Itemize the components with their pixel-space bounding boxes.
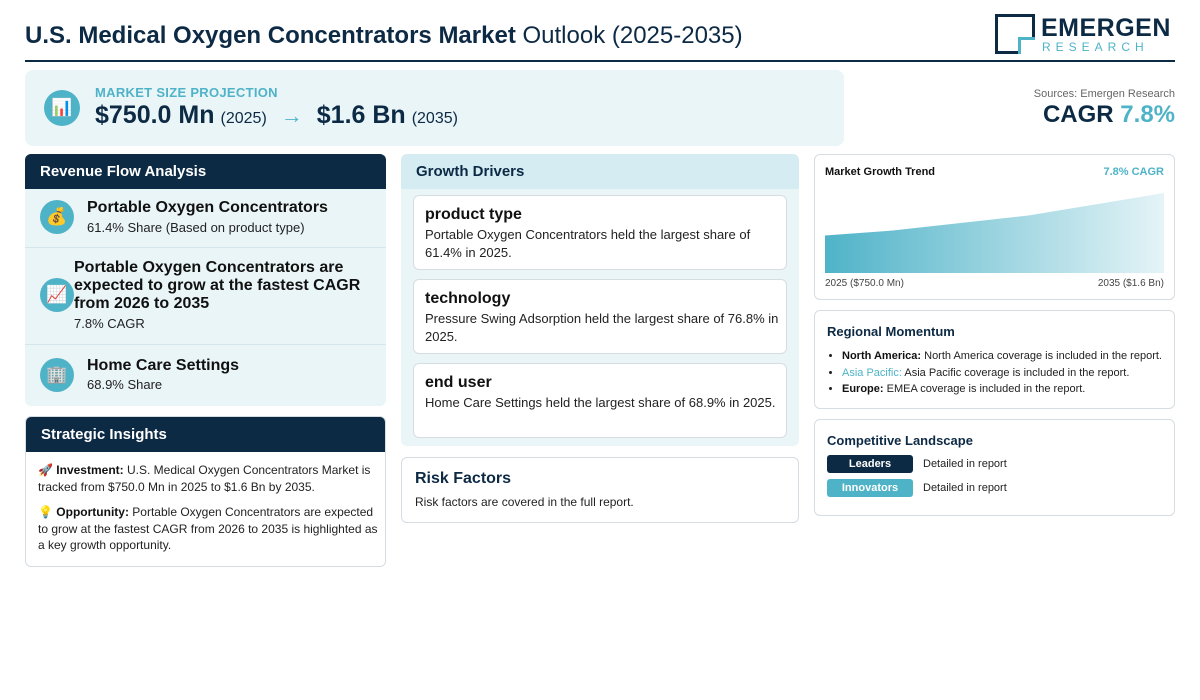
chart-start-label: 2025 ($750.0 Mn) — [825, 278, 904, 289]
insight-item: 💡 Opportunity: Portable Oxygen Concentra… — [38, 504, 378, 554]
regional-list: North America: North America coverage is… — [842, 348, 1172, 398]
revenue-item: 📈 Portable Oxygen Concentrators are expe… — [25, 248, 386, 345]
driver-card: technology Pressure Swing Adsorption hel… — [413, 279, 787, 354]
growth-drivers-title: Growth Drivers — [401, 154, 799, 189]
driver-text: Home Care Settings held the largest shar… — [425, 395, 776, 410]
innovators-text: Detailed in report — [923, 482, 1007, 494]
rocket-icon: 🚀 — [38, 463, 53, 477]
market-growth-trend-card: Market Growth Trend 7.8% CAGR 2025 ($750… — [814, 154, 1175, 300]
cagr-value: 7.8% — [1120, 101, 1175, 128]
region-name: Asia Pacific: — [842, 366, 902, 379]
driver-title: product type — [425, 206, 522, 223]
leaders-text: Detailed in report — [923, 458, 1007, 470]
chart-title: Market Growth Trend — [825, 166, 936, 178]
page-header: U.S. Medical Oxygen Concentrators Market… — [25, 12, 1175, 62]
chart-cagr-annotation: 7.8% CAGR — [1103, 166, 1164, 178]
risk-factors-text: Risk factors are covered in the full rep… — [415, 495, 634, 509]
cagr-label: CAGR — [1042, 101, 1114, 128]
revenue-item: 💰 Portable Oxygen Concentrators 61.4% Sh… — [25, 188, 386, 248]
insight-label: Opportunity: — [56, 505, 129, 519]
arrow-right-icon: → — [280, 103, 303, 128]
driver-title: end user — [425, 374, 492, 391]
strategic-insights-title: Strategic Insights — [26, 417, 385, 452]
revenue-flow-title: Revenue Flow Analysis — [25, 154, 386, 189]
revenue-item-title: Home Care Settings — [87, 357, 240, 374]
driver-text: Pressure Swing Adsorption held the large… — [425, 311, 779, 344]
region-text: Asia Pacific coverage is included in the… — [904, 366, 1130, 379]
revenue-item: 🏢 Home Care Settings 68.9% Share — [25, 345, 386, 406]
competitive-landscape-title: Competitive Landscape — [827, 433, 973, 448]
strategic-insights-card: Strategic Insights 🚀 Investment: U.S. Me… — [25, 416, 386, 567]
revenue-item-subtitle: 68.9% Share — [87, 377, 163, 392]
revenue-item-subtitle: 61.4% Share (Based on product type) — [87, 220, 305, 235]
page-title: U.S. Medical Oxygen Concentrators Market… — [25, 22, 743, 50]
insight-text: U.S. Medical Oxygen Concentrators Market… — [38, 463, 371, 494]
region-name: Europe: — [842, 383, 884, 395]
revenue-item-title: Portable Oxygen Concentrators are expect… — [74, 259, 361, 312]
light-bulb-icon: 💡 — [38, 505, 53, 519]
logo-sub-text: RESEARCH — [1042, 40, 1149, 54]
building-icon: 🏢 — [40, 358, 74, 392]
logo-main-text: EMERGEN — [1041, 14, 1171, 42]
sources-text: Sources: Emergen Research — [1033, 88, 1175, 100]
risk-factors-card: Risk Factors Risk factors are covered in… — [401, 457, 799, 523]
start-year: (2025) — [220, 110, 267, 127]
insight-label: Investment: — [56, 463, 124, 477]
list-item: Europe: EMEA coverage is included in the… — [842, 381, 1172, 398]
risk-factors-title: Risk Factors — [415, 470, 512, 487]
innovators-badge: Innovators — [827, 479, 913, 497]
list-item: North America: North America coverage is… — [842, 348, 1172, 365]
logo-mark-icon — [995, 14, 1035, 54]
page-title-light: Outlook (2025-2035) — [522, 22, 743, 49]
driver-card: product type Portable Oxygen Concentrato… — [413, 195, 787, 270]
region-text: North America coverage is included in th… — [924, 350, 1162, 362]
region-name: North America: — [842, 350, 922, 362]
regional-momentum-card: Regional Momentum North America: North A… — [814, 310, 1175, 409]
bar-chart-icon: 📊 — [44, 90, 80, 126]
insight-item: 🚀 Investment: U.S. Medical Oxygen Concen… — [38, 462, 378, 495]
market-size-projection: 📊 MARKET SIZE PROJECTION $750.0 Mn (2025)… — [25, 70, 844, 146]
revenue-item-subtitle: 7.8% CAGR — [74, 316, 145, 331]
driver-text: Portable Oxygen Concentrators held the l… — [425, 227, 751, 260]
cagr-summary: CAGR 7.8% — [1043, 101, 1175, 129]
competitive-landscape-card: Competitive Landscape Leaders Detailed i… — [814, 419, 1175, 516]
projection-label: MARKET SIZE PROJECTION — [95, 85, 278, 100]
start-value: $750.0 Mn — [95, 101, 215, 129]
regional-momentum-title: Regional Momentum — [827, 324, 955, 339]
page-title-bold: U.S. Medical Oxygen Concentrators Market — [25, 22, 516, 49]
driver-title: technology — [425, 290, 511, 307]
trend-area — [825, 193, 1164, 273]
revenue-flow-card: Revenue Flow Analysis 💰 Portable Oxygen … — [25, 154, 386, 406]
end-year: (2035) — [411, 110, 458, 127]
revenue-item-title: Portable Oxygen Concentrators — [87, 199, 328, 216]
emergen-logo: EMERGEN RESEARCH — [995, 14, 1170, 56]
projection-values: $750.0 Mn (2025) → $1.6 Bn (2035) — [95, 101, 458, 130]
list-item: Asia Pacific: Asia Pacific coverage is i… — [842, 365, 1172, 382]
driver-card: end user Home Care Settings held the lar… — [413, 363, 787, 438]
growth-trend-chart — [825, 193, 1164, 273]
chart-end-label: 2035 ($1.6 Bn) — [1097, 278, 1164, 289]
leaders-badge: Leaders — [827, 455, 913, 473]
region-text: EMEA coverage is included in the report. — [886, 383, 1086, 395]
chart-increasing-icon: 📈 — [40, 278, 74, 312]
end-value: $1.6 Bn — [316, 101, 406, 129]
money-bag-icon: 💰 — [40, 200, 74, 234]
insight-text: Portable Oxygen Concentrators are expect… — [38, 505, 378, 552]
growth-drivers-card: Growth Drivers product type Portable Oxy… — [401, 154, 799, 446]
